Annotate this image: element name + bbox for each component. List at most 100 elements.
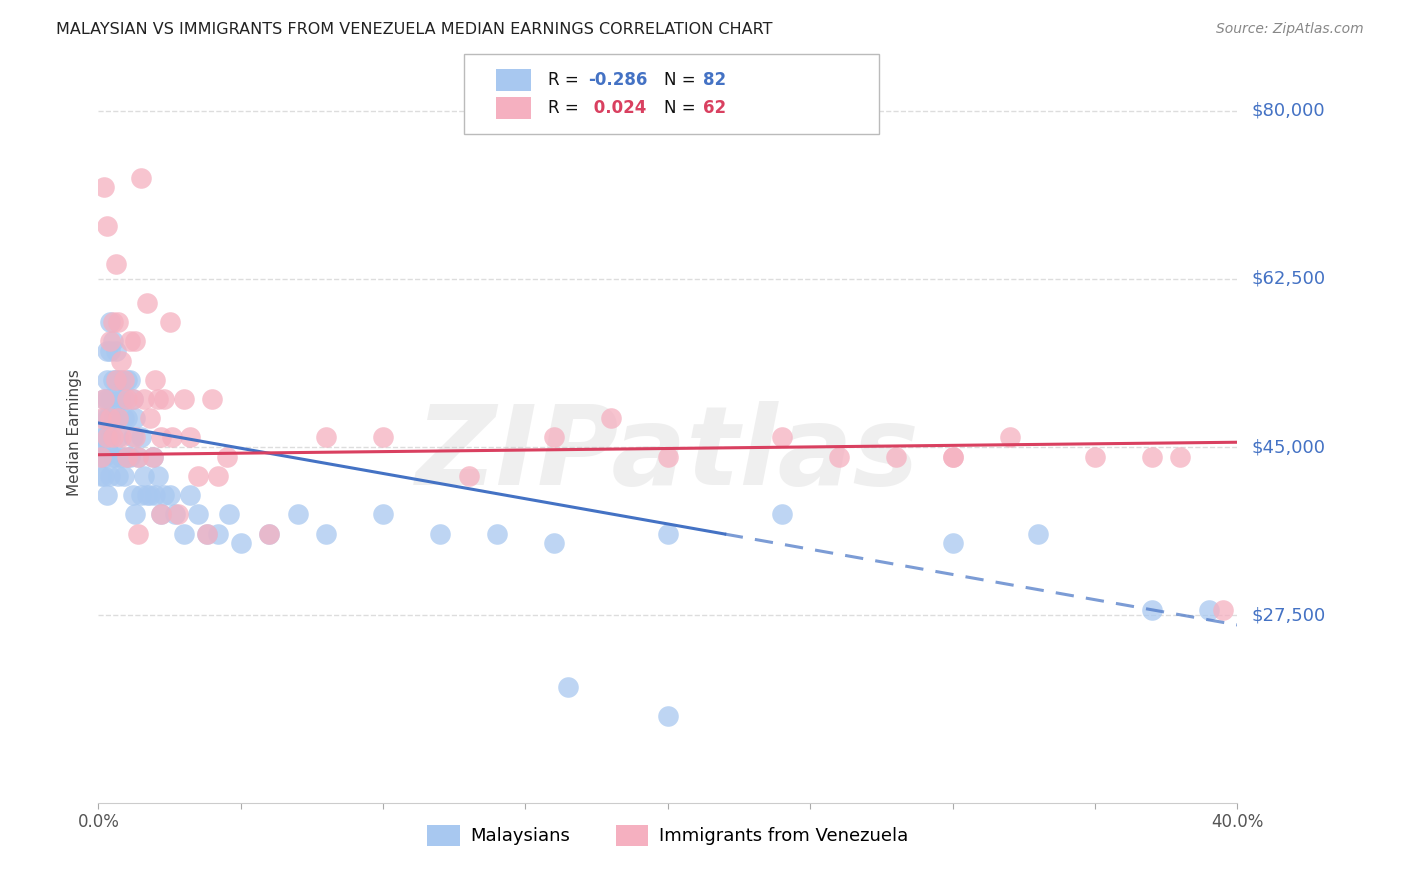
Point [101, 450, 124, 464]
Y-axis label: Median Earnings: Median Earnings [67, 369, 83, 496]
Text: -0.286: -0.286 [588, 71, 647, 89]
Text: $27,500: $27,500 [1251, 607, 1326, 624]
Point [112, 373, 135, 387]
Point [93, 180, 115, 194]
Point [104, 343, 127, 358]
Text: 0.024: 0.024 [588, 99, 647, 117]
Point [96, 219, 118, 233]
Point [107, 392, 129, 406]
Point [195, 526, 218, 541]
Point [90, 430, 112, 444]
Point [107, 469, 129, 483]
Point [138, 411, 160, 425]
Point [187, 508, 209, 522]
Point [115, 392, 138, 406]
Point [195, 526, 218, 541]
Text: N =: N = [664, 99, 700, 117]
Point [110, 373, 132, 387]
Point [770, 430, 793, 444]
Point [107, 430, 129, 444]
Text: ZIPatlas: ZIPatlas [416, 401, 920, 508]
Point [98, 430, 121, 444]
Point [112, 469, 135, 483]
Point [101, 411, 124, 425]
Point [90, 450, 112, 464]
Point [96, 411, 118, 425]
Point [104, 257, 127, 271]
Point [129, 170, 152, 185]
Point [218, 508, 240, 522]
Point [259, 526, 281, 541]
Point [942, 450, 965, 464]
Point [457, 469, 479, 483]
Point [101, 315, 124, 329]
Point [110, 450, 132, 464]
Point [150, 508, 173, 522]
Point [215, 450, 238, 464]
Point [96, 430, 118, 444]
Point [148, 469, 170, 483]
Point [942, 450, 965, 464]
Point [259, 526, 281, 541]
Point [207, 526, 229, 541]
Point [90, 450, 112, 464]
Legend: Malaysians, Immigrants from Venezuela: Malaysians, Immigrants from Venezuela [420, 818, 915, 853]
Point [118, 334, 141, 349]
Point [101, 430, 124, 444]
Point [543, 430, 565, 444]
Point [98, 469, 121, 483]
Point [201, 392, 224, 406]
Text: 82: 82 [703, 71, 725, 89]
Point [135, 295, 157, 310]
Text: Source: ZipAtlas.com: Source: ZipAtlas.com [1216, 22, 1364, 37]
Point [112, 392, 135, 406]
Point [96, 373, 118, 387]
Point [135, 488, 157, 502]
Point [884, 450, 907, 464]
Point [110, 430, 132, 444]
Point [167, 508, 190, 522]
Point [828, 450, 851, 464]
Point [141, 450, 163, 464]
Point [287, 508, 309, 522]
Text: $62,500: $62,500 [1251, 269, 1326, 288]
Text: N =: N = [664, 71, 700, 89]
Point [150, 430, 173, 444]
Point [1140, 603, 1163, 617]
Point [96, 488, 118, 502]
Point [124, 334, 146, 349]
Point [770, 508, 793, 522]
Point [115, 450, 138, 464]
Point [429, 526, 451, 541]
Point [162, 430, 184, 444]
Point [93, 411, 115, 425]
Point [173, 526, 195, 541]
Point [107, 315, 129, 329]
Point [150, 508, 173, 522]
Point [124, 508, 146, 522]
Point [110, 353, 132, 368]
Point [118, 373, 141, 387]
Point [657, 526, 679, 541]
Point [1170, 450, 1192, 464]
Point [127, 450, 149, 464]
Point [138, 488, 160, 502]
Text: $80,000: $80,000 [1251, 102, 1324, 120]
Point [98, 315, 121, 329]
Point [101, 334, 124, 349]
Point [1140, 450, 1163, 464]
Point [132, 392, 155, 406]
Point [104, 411, 127, 425]
Point [187, 469, 209, 483]
Point [98, 392, 121, 406]
Point [657, 450, 679, 464]
Point [93, 392, 115, 406]
Point [132, 469, 155, 483]
Point [93, 430, 115, 444]
Point [315, 526, 337, 541]
Point [373, 430, 395, 444]
Point [127, 450, 149, 464]
Point [657, 709, 679, 723]
Text: $45,000: $45,000 [1251, 438, 1326, 456]
Text: R =: R = [548, 71, 585, 89]
